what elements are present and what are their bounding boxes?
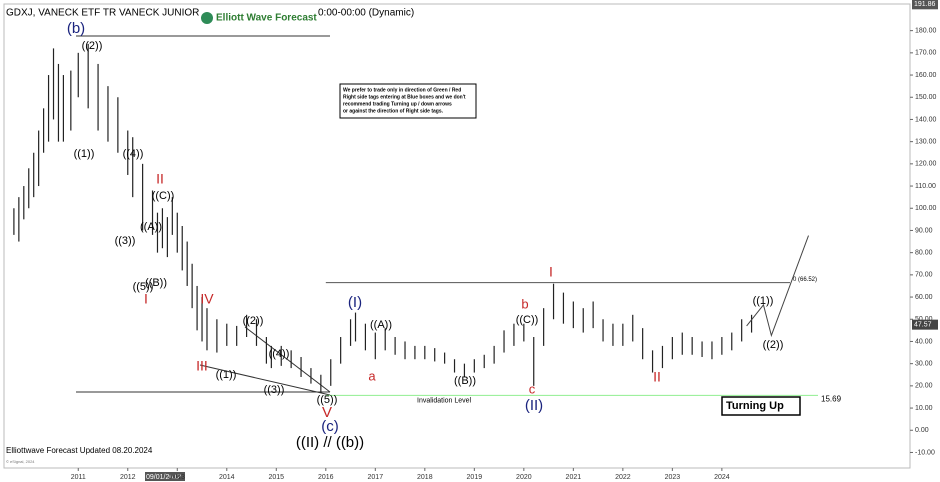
logo-icon xyxy=(201,12,213,24)
y-tick-label: 60.00 xyxy=(915,294,933,301)
plot-frame xyxy=(3,3,911,469)
invalidation-label: Invalidation Level xyxy=(417,397,472,404)
wave-label: ((A)) xyxy=(140,221,162,233)
wave-label: (I) xyxy=(348,294,362,311)
level-label: 0 (66.52) xyxy=(793,277,817,283)
wave-label: ((5)) xyxy=(133,281,154,293)
wave-label: ((2)) xyxy=(82,40,103,52)
wedge-line xyxy=(199,364,331,396)
y-tick-label: 110.00 xyxy=(915,183,936,190)
wave-label: ((3)) xyxy=(264,384,285,396)
wave-label: ((A)) xyxy=(370,319,392,331)
wave-label: ((II) // ((b)) xyxy=(296,434,364,451)
wave-label: III xyxy=(196,358,208,374)
projection xyxy=(746,235,809,338)
y-tick-label: 40.00 xyxy=(915,338,933,345)
wave-label: (b) xyxy=(67,20,85,37)
wave-label: I xyxy=(549,264,553,280)
y-tick-label: 20.00 xyxy=(915,383,933,390)
price-tag-label: 47.57 xyxy=(914,321,932,328)
wave-label: ((1)) xyxy=(753,295,774,307)
wave-label: ((5)) xyxy=(317,394,338,406)
y-tick-label: 80.00 xyxy=(915,249,933,256)
wave-label: ((B)) xyxy=(454,375,476,387)
wave-label: a xyxy=(368,368,376,383)
copyright: © eSignal, 2024 xyxy=(6,459,35,464)
y-tick-label: 30.00 xyxy=(915,360,933,367)
y-tick-label: 50.00 xyxy=(915,316,933,323)
x-tick-label: 2019 xyxy=(467,474,483,481)
note-line: We prefer to trade only in direction of … xyxy=(343,87,461,93)
price-tag xyxy=(912,319,938,330)
session: 0:00-00:00 (Dynamic) xyxy=(318,8,414,19)
y-tick-label: 130.00 xyxy=(915,138,937,145)
x-tick-label: 2022 xyxy=(615,474,631,481)
badge-box xyxy=(721,396,801,416)
logo-text: Elliott Wave Forecast xyxy=(216,13,317,24)
wave-label: ((4)) xyxy=(123,148,144,160)
price-tag xyxy=(912,0,938,10)
wedge-line xyxy=(244,326,331,393)
cursor-tag xyxy=(145,472,185,481)
x-tick-label: 2015 xyxy=(269,474,285,481)
wave-label: ((C)) xyxy=(152,190,175,202)
wave-label: (c) xyxy=(321,418,339,435)
x-tick-label: 2013 xyxy=(169,474,185,481)
x-tick-label: 2018 xyxy=(417,474,433,481)
y-tick-label: 120.00 xyxy=(915,161,937,168)
y-tick-label: 160.00 xyxy=(915,72,937,79)
note-line: recommend trading Turning up / down arro… xyxy=(343,101,452,107)
x-tick-label: 2021 xyxy=(566,474,582,481)
wave-label: b xyxy=(521,296,528,311)
wave-label: (II) xyxy=(525,397,543,414)
y-tick-label: -10.00 xyxy=(915,449,935,456)
x-tick-label: 2016 xyxy=(318,474,334,481)
price-tag-label: 191.86 xyxy=(914,1,936,8)
y-tick-label: 100.00 xyxy=(915,205,937,212)
symbol: GDXJ, VANECK ETF TR VANECK JUNIOR xyxy=(6,8,199,19)
x-tick-label: 2017 xyxy=(368,474,384,481)
y-tick-label: 170.00 xyxy=(915,50,937,57)
note-line: Right side tags entering at Blue boxes a… xyxy=(343,94,466,100)
wave-label: ((3)) xyxy=(115,235,136,247)
wave-label: II xyxy=(653,369,661,385)
wave-label: c xyxy=(529,381,536,396)
note-box xyxy=(339,83,477,119)
wave-label: V xyxy=(322,404,332,421)
x-tick-label: 2014 xyxy=(219,474,235,481)
cursor-date: 09/01/2012 xyxy=(146,474,181,481)
wave-label: I xyxy=(144,291,148,307)
footer: Elliottwave Forecast Updated 08.20.2024 xyxy=(6,446,153,455)
y-tick-label: 10.00 xyxy=(915,405,933,412)
wave-label: ((B)) xyxy=(145,277,167,289)
wave-label: II xyxy=(156,171,164,187)
y-tick-label: 70.00 xyxy=(915,272,933,279)
x-tick-label: 2011 xyxy=(71,474,86,481)
x-tick-label: 2023 xyxy=(665,474,681,481)
wave-label: IV xyxy=(200,291,214,307)
wave-label: ((4)) xyxy=(269,348,290,360)
y-tick-label: 140.00 xyxy=(915,116,937,123)
wave-label: ((1)) xyxy=(74,148,95,160)
y-tick-label: 150.00 xyxy=(915,94,937,101)
y-tick-label: 90.00 xyxy=(915,227,933,234)
wave-label: ((1)) xyxy=(216,369,237,381)
x-tick-label: 2020 xyxy=(516,474,532,481)
note-line: or against the direction of Right side t… xyxy=(343,108,444,114)
x-tick-label: 2024 xyxy=(714,474,730,481)
wave-label: ((2)) xyxy=(243,315,264,327)
y-tick-label: 180.00 xyxy=(915,27,937,34)
level-label: 15.69 xyxy=(821,395,842,404)
x-tick-label: 2012 xyxy=(120,474,136,481)
wave-label: ((C)) xyxy=(516,314,539,326)
y-tick-label: 0.00 xyxy=(915,427,929,434)
wave-label: ((2)) xyxy=(763,339,784,351)
note: We prefer to trade only in direction of … xyxy=(343,87,466,114)
badge: Turning Up xyxy=(726,400,784,412)
